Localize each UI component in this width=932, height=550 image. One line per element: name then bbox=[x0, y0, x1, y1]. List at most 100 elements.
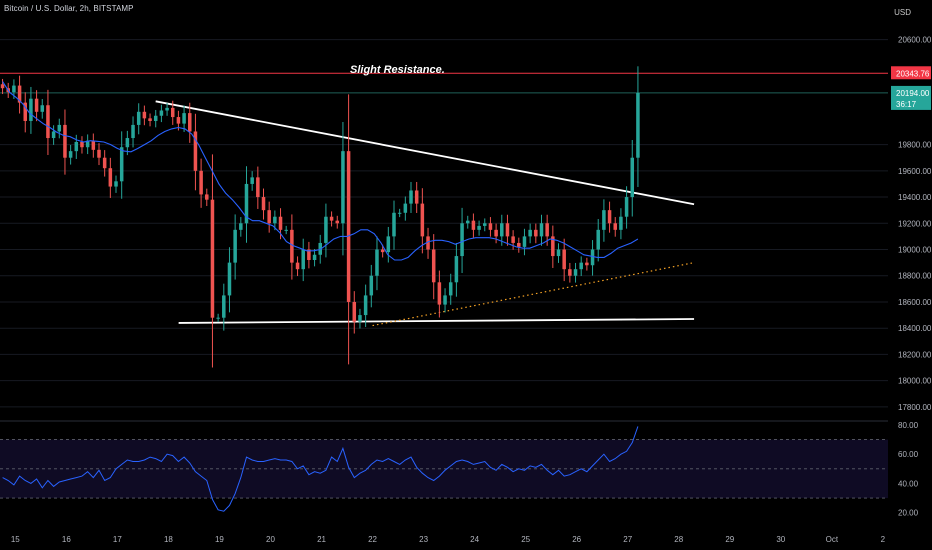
rsi-tick-label: 40.00 bbox=[898, 479, 919, 488]
candle-body bbox=[511, 236, 515, 243]
candle bbox=[426, 227, 430, 259]
candle-body bbox=[403, 203, 408, 213]
candle bbox=[97, 143, 101, 166]
candle-body bbox=[602, 210, 606, 230]
candle-body bbox=[494, 229, 498, 237]
candle bbox=[636, 66, 640, 187]
time-tick-label: 18 bbox=[164, 535, 173, 544]
candle-body bbox=[17, 85, 22, 103]
candle bbox=[375, 236, 379, 291]
candle bbox=[40, 99, 45, 119]
candle bbox=[210, 154, 215, 368]
time-tick-label: 17 bbox=[113, 535, 122, 544]
candle-body bbox=[619, 216, 623, 230]
candle-body bbox=[57, 124, 62, 132]
grid bbox=[0, 39, 888, 422]
candle-body bbox=[233, 229, 237, 263]
candle-body bbox=[346, 151, 351, 302]
candle bbox=[369, 264, 374, 308]
candle-body bbox=[375, 249, 379, 276]
candle bbox=[471, 213, 476, 238]
candle bbox=[414, 181, 419, 213]
candle-body bbox=[222, 295, 226, 318]
candle bbox=[85, 134, 90, 155]
candle-body bbox=[205, 194, 209, 200]
candle-body bbox=[148, 118, 152, 121]
candle bbox=[403, 196, 408, 221]
candle-body bbox=[607, 210, 612, 224]
candle-body bbox=[46, 105, 50, 139]
candle bbox=[454, 242, 459, 297]
candle-body bbox=[636, 92, 640, 158]
resistance-price-tag bbox=[891, 66, 931, 80]
candle bbox=[290, 214, 294, 280]
candle bbox=[568, 262, 572, 283]
price-tick-label: 18600.00 bbox=[898, 298, 932, 307]
candle-body bbox=[551, 236, 555, 257]
candle-body bbox=[307, 249, 311, 260]
candle-body bbox=[414, 190, 419, 204]
candle-body bbox=[358, 315, 362, 322]
candle-body bbox=[227, 262, 232, 296]
candle bbox=[159, 104, 164, 123]
rsi-tick-label: 80.00 bbox=[898, 421, 919, 430]
price-tick-label: 19000.00 bbox=[898, 246, 932, 255]
candle-body bbox=[193, 131, 198, 171]
candle bbox=[284, 225, 288, 235]
candle bbox=[114, 175, 118, 193]
candle bbox=[188, 102, 192, 143]
candle-body bbox=[170, 107, 175, 118]
time-tick-label: 27 bbox=[623, 535, 632, 544]
candle-body bbox=[386, 236, 391, 253]
candle-body bbox=[284, 229, 288, 231]
time-axis[interactable]: 15 16 17 18 19 20 21 22 23 24 25 26 27 28 29 30 Oct 2 bbox=[11, 535, 886, 544]
candle bbox=[607, 201, 612, 233]
time-tick-label: 23 bbox=[419, 535, 428, 544]
candle bbox=[511, 230, 515, 250]
candle-body bbox=[443, 295, 447, 305]
candle bbox=[505, 214, 510, 246]
candle-body bbox=[142, 111, 147, 119]
candle-body bbox=[153, 115, 158, 121]
candle-body bbox=[188, 113, 192, 132]
candle bbox=[199, 158, 203, 208]
candle bbox=[136, 103, 141, 135]
candle bbox=[142, 105, 147, 126]
price-axis[interactable]: 20600.00 19800.00 19600.00 19400.00 19200.00… bbox=[891, 36, 932, 518]
rsi-tick-label: 60.00 bbox=[898, 450, 919, 459]
candle bbox=[431, 234, 436, 300]
candle bbox=[57, 118, 62, 139]
candle bbox=[0, 78, 5, 95]
candle bbox=[148, 113, 152, 127]
candle bbox=[619, 208, 623, 240]
candle bbox=[437, 270, 442, 318]
candle bbox=[91, 133, 96, 158]
candle bbox=[227, 247, 232, 313]
candle-body bbox=[460, 223, 464, 257]
candle bbox=[352, 291, 357, 334]
candle bbox=[329, 211, 334, 227]
candle-body bbox=[573, 269, 578, 276]
rsi-line bbox=[2, 426, 639, 512]
candle-body bbox=[102, 157, 107, 169]
candle bbox=[170, 100, 175, 125]
candle bbox=[222, 283, 226, 331]
time-tick-label: 19 bbox=[215, 535, 224, 544]
candle bbox=[477, 220, 481, 236]
candle-body bbox=[182, 113, 186, 124]
candle-body bbox=[556, 249, 561, 257]
ma-line bbox=[2, 81, 639, 261]
candle-body bbox=[301, 249, 305, 270]
candle bbox=[335, 215, 340, 229]
price-tick-label: 17800.00 bbox=[898, 403, 932, 412]
candle bbox=[534, 223, 538, 244]
candle-body bbox=[125, 138, 130, 148]
candle-body bbox=[261, 197, 266, 211]
candle-body bbox=[80, 141, 84, 148]
resistance-annotation: Slight Resistance. bbox=[350, 64, 445, 76]
candle bbox=[443, 288, 447, 313]
price-tick-label: 18000.00 bbox=[898, 377, 932, 386]
candles[interactable] bbox=[0, 66, 640, 368]
candle bbox=[420, 188, 425, 254]
